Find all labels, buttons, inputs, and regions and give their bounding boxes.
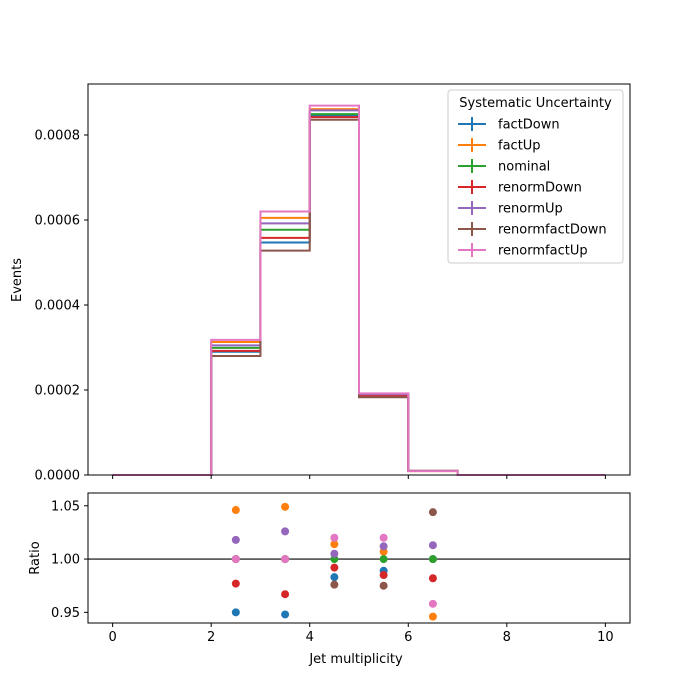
ratio-point-factUp <box>330 540 339 549</box>
legend-label-renormUp: renormUp <box>498 202 563 217</box>
ratio-point-renormfactDown <box>379 581 388 590</box>
x-tick-label: 2 <box>207 630 215 645</box>
legend: Systematic Uncertainty factDown factUp nom… <box>447 89 624 264</box>
x-tick-label: 8 <box>503 630 511 645</box>
ratio-point-renormUp <box>428 541 437 550</box>
ratio-point-renormDown <box>428 574 437 583</box>
ratio-point-nominal <box>379 555 388 564</box>
ratio-point-nominal <box>428 555 437 564</box>
main-y-axis-label: Events <box>10 258 25 302</box>
x-tick-label: 6 <box>404 630 412 645</box>
ratio-point-factDown <box>330 573 339 582</box>
ratio-point-factUp <box>428 612 437 621</box>
ratio-x-ticks: 0 2 4 6 8 10 <box>108 623 614 645</box>
ratio-point-renormfactDown <box>428 508 437 517</box>
ratio-point-renormfactUp <box>428 599 437 608</box>
legend-label-renormfactUp: renormfactUp <box>498 244 588 259</box>
ratio-point-renormDown <box>231 579 240 588</box>
ratio-point-renormDown <box>281 590 290 599</box>
ratio-y-tick-label: 1.00 <box>51 553 80 568</box>
ratio-point-renormDown <box>379 571 388 580</box>
ratio-plot-frame <box>87 492 631 624</box>
legend-label-factUp: factUp <box>498 139 541 154</box>
main-y-tick-label: 0.0006 <box>35 214 81 229</box>
ratio-y-ticks: 0.95 1.00 1.05 <box>51 499 88 621</box>
main-y-ticks: 0.0000 0.0002 0.0004 0.0006 0.0008 <box>35 129 88 484</box>
ratio-point-renormUp <box>281 527 290 536</box>
main-x-ticks <box>112 475 606 479</box>
ratio-point-renormUp <box>379 542 388 551</box>
ratio-point-renormfactUp <box>231 555 240 564</box>
legend-label-renormfactDown: renormfactDown <box>498 223 607 238</box>
ratio-y-tick-label: 0.95 <box>51 606 80 621</box>
legend-label-nominal: nominal <box>498 160 550 175</box>
ratio-point-factDown <box>281 610 290 619</box>
main-histogram-panel: 0.0000 0.0002 0.0004 0.0006 0.0008 Events <box>10 83 631 484</box>
ratio-point-renormUp <box>231 535 240 544</box>
ratio-point-renormfactDown <box>330 580 339 589</box>
legend-label-factDown: factDown <box>498 118 560 133</box>
legend-title: Systematic Uncertainty <box>459 96 612 111</box>
main-y-tick-label: 0.0002 <box>35 384 81 399</box>
ratio-points <box>231 502 437 621</box>
ratio-point-factDown <box>231 608 240 617</box>
main-y-tick-label: 0.0004 <box>35 299 81 314</box>
ratio-point-renormfactUp <box>330 533 339 542</box>
main-y-tick-label: 0.0008 <box>35 129 81 144</box>
main-plot-frame <box>87 83 631 476</box>
ratio-panel: 0 2 4 6 8 10 0.95 1.00 1.05 Ratio Jet multiplic… <box>28 492 631 667</box>
main-y-tick-label: 0.0000 <box>35 469 81 484</box>
x-axis-label: Jet multiplicity <box>308 652 403 667</box>
x-tick-label: 10 <box>597 630 614 645</box>
x-tick-label: 4 <box>306 630 314 645</box>
x-tick-label: 0 <box>108 630 116 645</box>
ratio-y-tick-label: 1.05 <box>51 499 80 514</box>
legend-box <box>447 89 624 264</box>
ratio-point-renormDown <box>330 563 339 572</box>
legend-items: factDown factUp nominal renormDown renormUp r… <box>458 117 607 259</box>
ratio-point-renormfactUp <box>379 533 388 542</box>
legend-label-renormDown: renormDown <box>498 181 582 196</box>
ratio-point-renormUp <box>330 549 339 558</box>
ratio-point-factUp <box>231 506 240 515</box>
ratio-y-axis-label: Ratio <box>28 541 43 574</box>
ratio-point-factUp <box>281 502 290 511</box>
ratio-point-renormfactUp <box>281 555 290 564</box>
